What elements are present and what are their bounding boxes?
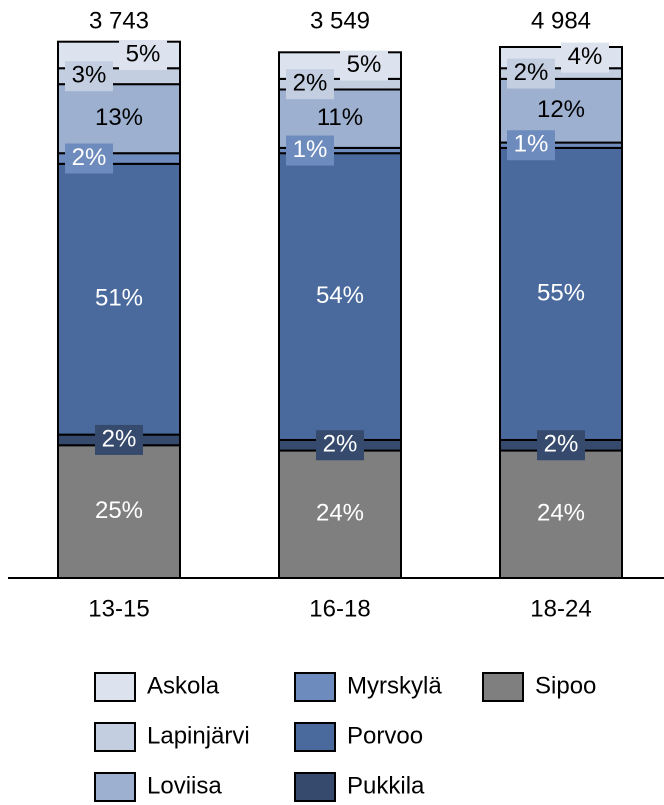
- label-background: [340, 50, 388, 81]
- data-label: 2%: [293, 70, 328, 97]
- legend-swatch: [94, 722, 136, 752]
- x-tick-label: 13-15: [88, 595, 149, 622]
- data-label: 12%: [537, 96, 585, 123]
- label-background: [507, 130, 555, 161]
- legend-label: Lapinjärvi: [147, 722, 250, 749]
- legend-swatch: [94, 772, 136, 802]
- data-label: 2%: [323, 431, 358, 458]
- bar-segment: [57, 83, 181, 155]
- legend-swatch: [294, 672, 336, 702]
- total-label: 3 743: [89, 7, 149, 34]
- bar-segment: [57, 444, 181, 579]
- label-background: [286, 135, 334, 166]
- label-background: [119, 39, 167, 70]
- data-label: 51%: [95, 285, 143, 312]
- legend-label: Porvoo: [347, 722, 423, 749]
- bar-segment: [499, 146, 623, 441]
- legend-label: Askola: [147, 672, 220, 699]
- data-label: 2%: [544, 431, 579, 458]
- bar-segment: [278, 152, 402, 441]
- data-label: 1%: [514, 131, 549, 158]
- legend-swatch: [294, 722, 336, 752]
- label-background: [65, 143, 113, 174]
- legend-label: Loviisa: [147, 772, 222, 799]
- label-background: [286, 69, 334, 100]
- data-label: 25%: [95, 497, 143, 524]
- total-label: 3 549: [310, 7, 370, 34]
- data-label: 54%: [316, 282, 364, 309]
- data-label: 2%: [514, 59, 549, 86]
- legend-swatch: [294, 772, 336, 802]
- label-background: [561, 42, 609, 73]
- data-label: 2%: [102, 425, 137, 452]
- x-tick-label: 16-18: [309, 595, 370, 622]
- data-label: 5%: [126, 40, 161, 67]
- data-label: 13%: [95, 104, 143, 131]
- bar-segment: [499, 449, 623, 579]
- data-label: 1%: [293, 136, 328, 163]
- legend-swatch: [94, 672, 136, 702]
- data-label: 11%: [317, 104, 363, 131]
- legend-label: Sipoo: [535, 672, 596, 699]
- label-background: [537, 430, 585, 461]
- data-label: 55%: [537, 279, 585, 306]
- data-label: 2%: [72, 144, 107, 171]
- legend-swatch: [482, 672, 524, 702]
- data-label: 4%: [568, 43, 603, 70]
- label-background: [95, 424, 143, 455]
- label-background: [316, 430, 364, 461]
- x-tick-label: 18-24: [530, 595, 591, 622]
- legend-label: Myrskylä: [347, 672, 442, 699]
- data-label: 24%: [537, 500, 585, 527]
- data-label: 3%: [72, 62, 107, 89]
- data-label: 5%: [347, 51, 382, 78]
- bar-segment: [278, 449, 402, 579]
- legend-label: Pukkila: [347, 772, 425, 799]
- total-label: 4 984: [531, 7, 591, 34]
- label-background: [507, 58, 555, 89]
- data-label: 24%: [316, 500, 364, 527]
- label-background: [65, 61, 113, 92]
